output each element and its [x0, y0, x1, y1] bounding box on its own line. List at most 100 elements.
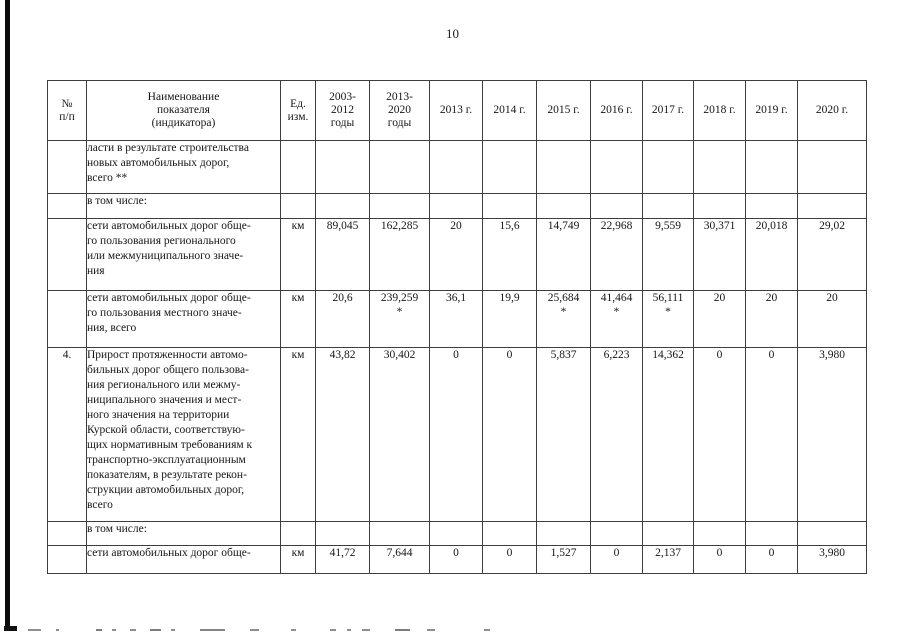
value-cell: 15,6	[482, 218, 537, 291]
value-cell	[797, 521, 867, 546]
value-cell: 0	[482, 347, 537, 522]
value-cell: 5,837	[536, 347, 591, 522]
value-cell	[590, 140, 643, 194]
value-cell	[369, 521, 430, 546]
value-cell: 9,559	[642, 218, 694, 291]
row-number-cell	[47, 218, 87, 291]
value-cell: 14,362	[642, 347, 694, 522]
value-cell	[536, 193, 591, 219]
column-header-indicator-name: Наименование показателя (индикатора)	[86, 80, 281, 141]
value-cell: 41,464 *	[590, 290, 643, 348]
row-number-cell: 4.	[47, 347, 87, 522]
value-cell	[536, 521, 591, 546]
value-cell	[482, 521, 537, 546]
value-cell	[693, 193, 746, 219]
column-header-year-2013: 2013 г.	[429, 80, 483, 141]
unit-cell: км	[280, 545, 316, 574]
value-cell	[745, 140, 798, 194]
value-cell	[429, 193, 483, 219]
value-cell	[369, 193, 430, 219]
value-cell: 0	[745, 545, 798, 574]
column-header-year-2014: 2014 г.	[482, 80, 537, 141]
value-cell	[369, 140, 430, 194]
value-cell: 36,1	[429, 290, 483, 348]
value-cell: 6,223	[590, 347, 643, 522]
row-number-cell	[47, 290, 87, 348]
scan-artifact-left-bar-foot	[4, 626, 17, 631]
indicator-name-cell: сети автомобильных дорог обще- го пользо…	[86, 290, 281, 348]
value-cell: 0	[745, 347, 798, 522]
column-header-year-2016: 2016 г.	[590, 80, 643, 141]
value-cell: 3,980	[797, 347, 867, 522]
value-cell: 20	[797, 290, 867, 348]
value-cell: 3,980	[797, 545, 867, 574]
column-header-period-2003-2012: 2003- 2012 годы	[315, 80, 370, 141]
value-cell: 30,402	[369, 347, 430, 522]
value-cell: 0	[482, 545, 537, 574]
value-cell: 0	[429, 545, 483, 574]
value-cell: 22,968	[590, 218, 643, 291]
unit-cell: км	[280, 347, 316, 522]
value-cell: 20,018	[745, 218, 798, 291]
value-cell: 162,285	[369, 218, 430, 291]
value-cell	[797, 140, 867, 194]
indicator-name-cell: Прирост протяженности автомо- бильных до…	[86, 347, 281, 522]
table-row: сети автомобильных дорог обще- км 41,72 …	[47, 545, 867, 574]
indicator-name-cell: сети автомобильных дорог обще-	[86, 545, 281, 574]
indicator-name-cell: в том числе:	[86, 521, 281, 546]
value-cell: 20	[429, 218, 483, 291]
value-cell: 2,137	[642, 545, 694, 574]
value-cell	[642, 521, 694, 546]
value-cell	[482, 193, 537, 219]
indicator-name-cell: сети автомобильных дорог обще- го пользо…	[86, 218, 281, 291]
value-cell	[429, 140, 483, 194]
value-cell: 20	[693, 290, 746, 348]
value-cell: 56,111 *	[642, 290, 694, 348]
value-cell: 25,684 *	[536, 290, 591, 348]
unit-cell	[280, 140, 316, 194]
column-header-unit: Ед. изм.	[280, 80, 316, 141]
value-cell: 41,72	[315, 545, 370, 574]
indicator-name-cell: ласти в результате строительства новых а…	[86, 140, 281, 194]
value-cell: 0	[693, 545, 746, 574]
value-cell: 0	[693, 347, 746, 522]
column-header-year-2015: 2015 г.	[536, 80, 591, 141]
value-cell: 20,6	[315, 290, 370, 348]
value-cell	[315, 521, 370, 546]
indicators-table: № п/п Наименование показателя (индикатор…	[47, 80, 867, 574]
row-number-cell	[47, 193, 87, 219]
table-row: ласти в результате строительства новых а…	[47, 140, 867, 194]
scan-artifact-left-bar	[5, 0, 10, 631]
column-header-year-2017: 2017 г.	[642, 80, 694, 141]
row-number-cell	[47, 545, 87, 574]
value-cell	[745, 193, 798, 219]
value-cell: 43,82	[315, 347, 370, 522]
value-cell	[642, 193, 694, 219]
value-cell: 30,371	[693, 218, 746, 291]
column-header-year-2018: 2018 г.	[693, 80, 746, 141]
column-header-year-2019: 2019 г.	[745, 80, 798, 141]
value-cell: 0	[590, 545, 643, 574]
value-cell	[693, 140, 746, 194]
table-row: в том числе:	[47, 521, 867, 546]
unit-cell	[280, 521, 316, 546]
value-cell	[315, 140, 370, 194]
table-row: сети автомобильных дорог обще- го пользо…	[47, 290, 867, 348]
unit-cell: км	[280, 290, 316, 348]
value-cell: 29,02	[797, 218, 867, 291]
table-header-row: № п/п Наименование показателя (индикатор…	[47, 80, 867, 141]
row-number-cell	[47, 140, 87, 194]
scan-noise-bottom	[0, 628, 905, 634]
indicator-name-cell: в том числе:	[86, 193, 281, 219]
table-row: сети автомобильных дорог обще- го пользо…	[47, 218, 867, 291]
column-header-period-2013-2020: 2013- 2020 годы	[369, 80, 430, 141]
value-cell	[642, 140, 694, 194]
value-cell	[482, 140, 537, 194]
value-cell: 239,259 *	[369, 290, 430, 348]
value-cell: 20	[745, 290, 798, 348]
value-cell	[315, 193, 370, 219]
value-cell	[429, 521, 483, 546]
value-cell: 89,045	[315, 218, 370, 291]
value-cell	[590, 521, 643, 546]
value-cell: 0	[429, 347, 483, 522]
